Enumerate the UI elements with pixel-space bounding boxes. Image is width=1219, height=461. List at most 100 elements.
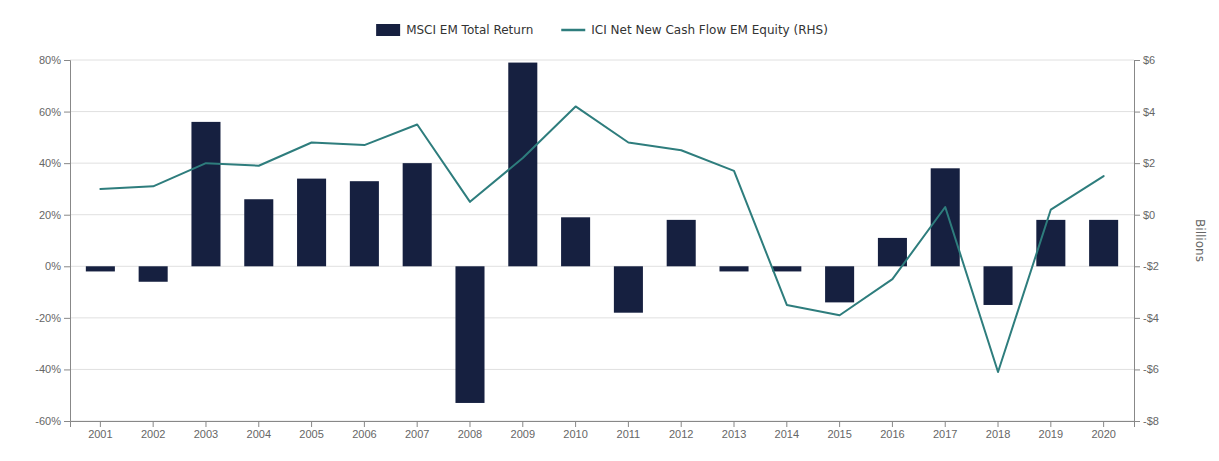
- tick-mark: [469, 421, 470, 427]
- tick-label: 2017: [933, 428, 957, 440]
- tick-label: 2004: [247, 428, 271, 440]
- tick: 2007: [405, 421, 429, 440]
- tick: -$2: [1134, 260, 1159, 272]
- tick-label: 2005: [299, 428, 323, 440]
- tick-label: 2006: [352, 428, 376, 440]
- tick-label: $2: [1143, 157, 1155, 169]
- tick: 2017: [933, 421, 957, 440]
- legend-label: ICI Net New Cash Flow EM Equity (RHS): [591, 23, 828, 37]
- y2-axis-title: Billions: [1193, 219, 1207, 262]
- tick-label: 40%: [39, 157, 61, 169]
- tick-label: -20%: [35, 312, 61, 324]
- tick: 2012: [669, 421, 693, 440]
- tick: 2018: [986, 421, 1010, 440]
- tick: -20%: [35, 312, 70, 324]
- bar-series: [86, 63, 1118, 403]
- bar: [719, 266, 748, 271]
- tick-label: 20%: [39, 209, 61, 221]
- tick-label: -$8: [1143, 415, 1159, 427]
- grid: [70, 60, 1134, 421]
- tick-mark: [1103, 421, 1104, 427]
- tick-label: $4: [1143, 106, 1155, 118]
- bar: [772, 266, 801, 271]
- tick: 0%: [45, 260, 70, 272]
- bar: [508, 63, 537, 267]
- chart: 2001 2002 2003 2004 2005 2006 2007 2008 2009 2010…: [0, 0, 1219, 461]
- tick: -60%: [35, 415, 70, 427]
- legend: MSCI EM Total Return ICI Net New Cash Flo…: [376, 23, 828, 37]
- tick-label: 0%: [45, 260, 61, 272]
- tick: 40%: [39, 157, 70, 169]
- y2-axis: -$8 -$6 -$4 -$2 $0 $2 $4 $6: [1134, 54, 1159, 427]
- tick: -$4: [1134, 312, 1159, 324]
- tick-mark: [364, 421, 365, 427]
- line: [100, 106, 1103, 372]
- tick-label: -$2: [1143, 260, 1159, 272]
- tick: 2006: [352, 421, 376, 440]
- bar: [244, 199, 273, 266]
- tick-label: -40%: [35, 363, 61, 375]
- bar: [561, 217, 590, 266]
- bar: [139, 266, 168, 281]
- tick-label: 2007: [405, 428, 429, 440]
- tick-mark: [1134, 60, 1140, 61]
- tick-mark: [417, 421, 418, 427]
- bar: [614, 266, 643, 312]
- grid-line: [70, 369, 1134, 370]
- tick-label: 2008: [458, 428, 482, 440]
- tick-mark: [945, 421, 946, 427]
- bar: [191, 122, 220, 266]
- tick-label: 2002: [141, 428, 165, 440]
- tick: 2001: [88, 421, 112, 440]
- tick-label: 2013: [722, 428, 746, 440]
- tick-label: 2001: [88, 428, 112, 440]
- tick-mark: [64, 266, 70, 267]
- tick-mark: [892, 421, 893, 427]
- bar: [455, 266, 484, 403]
- tick-label: 2010: [563, 428, 587, 440]
- tick: 2008: [458, 421, 482, 440]
- grid-line: [70, 111, 1134, 112]
- tick: $0: [1134, 209, 1155, 221]
- tick-mark: [1134, 163, 1140, 164]
- tick-mark: [522, 421, 523, 427]
- grid-line: [70, 317, 1134, 318]
- tick-label: 2012: [669, 428, 693, 440]
- tick-label: -$4: [1143, 312, 1159, 324]
- tick: 2011: [617, 421, 641, 440]
- tick: 2013: [722, 421, 746, 440]
- bar: [403, 163, 432, 266]
- bar: [878, 238, 907, 266]
- tick: 2003: [194, 421, 218, 440]
- tick-mark: [575, 421, 576, 427]
- tick-mark: [1134, 369, 1140, 370]
- bar: [667, 220, 696, 266]
- tick: 20%: [39, 209, 70, 221]
- tick-label: 2015: [827, 428, 851, 440]
- tick-label: $6: [1143, 54, 1155, 66]
- tick: -$8: [1134, 415, 1159, 427]
- legend-label: MSCI EM Total Return: [406, 23, 533, 37]
- tick-mark: [311, 421, 312, 427]
- tick: 2002: [141, 421, 165, 440]
- bar: [86, 266, 115, 271]
- tick-mark: [628, 421, 629, 427]
- legend-item: MSCI EM Total Return: [376, 23, 533, 37]
- tick: 2020: [1091, 421, 1115, 440]
- plot: 2001 2002 2003 2004 2005 2006 2007 2008 2009 2010…: [35, 54, 1159, 440]
- tick-mark: [100, 421, 101, 427]
- tick-mark: [153, 421, 154, 427]
- tick: 2009: [511, 421, 535, 440]
- tick-label: 2019: [1039, 428, 1063, 440]
- tick-label: 2011: [617, 428, 641, 440]
- grid-line: [70, 60, 1134, 61]
- axis-line: [1135, 61, 1141, 422]
- tick-label: 2003: [194, 428, 218, 440]
- tick-label: -$6: [1143, 363, 1159, 375]
- bar: [1089, 220, 1118, 266]
- tick-mark: [205, 421, 206, 427]
- tick-mark: [734, 421, 735, 427]
- tick-label: -60%: [35, 415, 61, 427]
- tick-mark: [786, 421, 787, 427]
- axis-line: [71, 422, 1135, 428]
